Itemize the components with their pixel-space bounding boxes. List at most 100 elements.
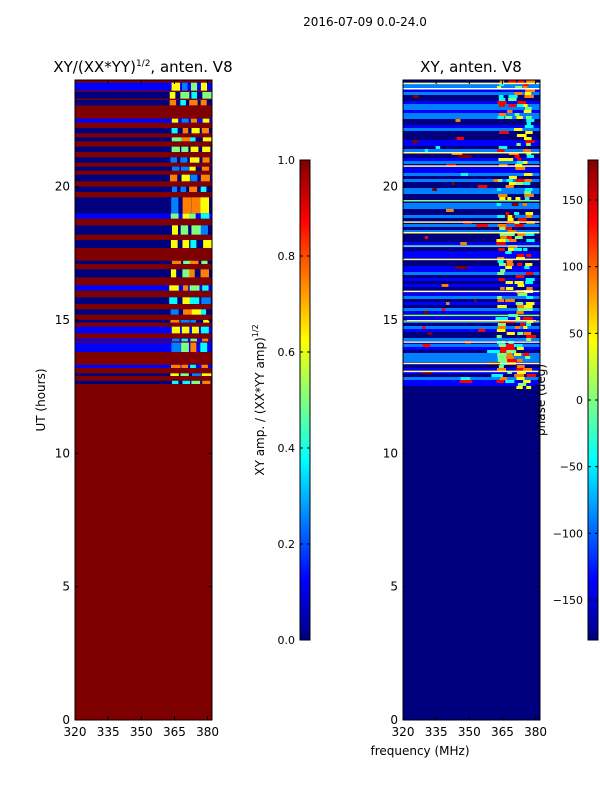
heatmap-cell xyxy=(189,297,200,304)
heatmap-cell xyxy=(180,320,190,323)
heatmap-row xyxy=(403,185,540,188)
heatmap-cell xyxy=(171,197,179,214)
heatmap-cell xyxy=(526,116,532,119)
heatmap-cell xyxy=(496,380,505,383)
heatmap-cell xyxy=(505,233,515,236)
colorbar-tick-label: −100 xyxy=(553,527,583,540)
heatmap-row xyxy=(403,137,540,140)
heatmap-cell xyxy=(525,323,532,326)
heatmap-band xyxy=(75,309,212,315)
heatmap-cell xyxy=(507,359,517,362)
heatmap-cell xyxy=(183,309,193,315)
heatmap-band xyxy=(75,240,212,248)
heatmap-cell xyxy=(202,146,211,152)
heatmap-band xyxy=(75,100,212,106)
heatmap-cell xyxy=(201,373,212,376)
heatmap-cell xyxy=(507,371,512,374)
heatmap-cell xyxy=(523,110,532,113)
heatmap-cell xyxy=(171,137,182,142)
heatmap-line xyxy=(403,341,540,343)
heatmap-cell xyxy=(169,297,178,304)
heatmap-row xyxy=(403,350,540,353)
heatmap-cell xyxy=(520,323,526,326)
heatmap-cell xyxy=(200,174,210,182)
heatmap-cell xyxy=(169,285,179,291)
heatmap-cell xyxy=(497,272,505,275)
heatmap-cell xyxy=(514,155,520,158)
heatmap-cell xyxy=(496,239,506,242)
heatmap-cell xyxy=(506,236,513,239)
heatmap-cell xyxy=(189,213,196,219)
heatmap-cell xyxy=(180,157,188,163)
heatmap-cell xyxy=(497,305,507,308)
heatmap-cell xyxy=(200,186,207,192)
amplitude-title-main: XY/(XX*YY) xyxy=(53,58,136,76)
heatmap-band xyxy=(75,186,212,192)
heatmap-row xyxy=(403,224,540,227)
heatmap-cell xyxy=(523,161,528,164)
heatmap-cell xyxy=(514,326,521,329)
heatmap-cell xyxy=(497,224,507,227)
heatmap-cell xyxy=(514,113,520,116)
heatmap-row xyxy=(403,131,540,134)
heatmap-cell xyxy=(189,166,196,171)
heatmap-row xyxy=(403,95,540,98)
x-tick-label: 380 xyxy=(196,725,219,739)
heatmap-cell xyxy=(182,197,192,214)
phase-frame xyxy=(402,79,541,721)
heatmap-row xyxy=(403,146,540,149)
heatmap-cell xyxy=(203,240,212,248)
heatmap-cell xyxy=(455,119,461,122)
heatmap-cell xyxy=(526,239,535,242)
heatmap-cell xyxy=(505,185,514,188)
heatmap-cell xyxy=(522,203,528,206)
heatmap-row xyxy=(403,329,540,332)
heatmap-cell xyxy=(190,364,196,368)
heatmap-cell xyxy=(169,174,178,182)
heatmap-cell xyxy=(525,140,535,143)
heatmap-band xyxy=(75,342,212,352)
heatmap-cell xyxy=(201,128,209,134)
heatmap-cell xyxy=(514,281,524,284)
heatmap-cell xyxy=(200,100,207,106)
heatmap-cell xyxy=(524,191,531,194)
heatmap-cell xyxy=(202,118,210,123)
heatmap-cell xyxy=(498,98,506,101)
colorbar-tick-label: 50 xyxy=(569,327,583,340)
heatmap-cell xyxy=(516,386,523,389)
heatmap-cell xyxy=(422,326,426,329)
heatmap-cell xyxy=(202,380,211,384)
heatmap-cell xyxy=(517,383,527,386)
heatmap-row xyxy=(403,125,540,128)
heatmap-cell xyxy=(170,240,178,248)
heatmap-cell xyxy=(498,113,507,116)
heatmap-cell xyxy=(181,137,192,142)
heatmap-cell xyxy=(181,364,189,368)
heatmap-row xyxy=(403,263,540,266)
heatmap-cell xyxy=(497,353,507,356)
heatmap-row xyxy=(403,83,540,86)
heatmap-row xyxy=(403,98,540,101)
heatmap-cell xyxy=(507,353,513,356)
heatmap-band xyxy=(75,297,212,304)
heatmap-row xyxy=(403,86,540,89)
heatmap-cell xyxy=(507,110,513,113)
heatmap-line xyxy=(403,370,540,373)
heatmap-band xyxy=(75,157,212,163)
amplitude-heatmap xyxy=(75,80,212,720)
heatmap-cell xyxy=(200,309,207,315)
heatmap-row xyxy=(403,260,540,263)
heatmap-cell xyxy=(515,86,523,89)
y-tick-label: 15 xyxy=(383,313,398,327)
heatmap-cell xyxy=(508,95,518,98)
heatmap-cell xyxy=(522,86,528,89)
phase-ticks: 320 335 350 365 380 0 5 10 15 20 xyxy=(383,80,547,739)
heatmap-cell xyxy=(498,146,508,149)
heatmap-row xyxy=(403,209,540,212)
heatmap-cell xyxy=(505,287,514,290)
heatmap-row xyxy=(403,302,540,305)
phase-heatmap xyxy=(403,80,540,720)
figure-suptitle: 2016-07-09 0.0-24.0 xyxy=(303,15,427,29)
heatmap-cell xyxy=(182,213,190,219)
heatmap-cell xyxy=(458,155,472,158)
